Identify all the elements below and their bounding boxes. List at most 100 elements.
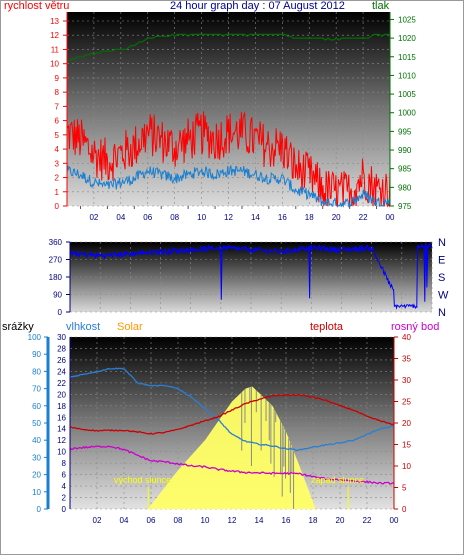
top-x-tick-label: 20 [332, 213, 341, 222]
humidity-tick-label: 6 [62, 471, 67, 480]
humidity-line [69, 367, 395, 451]
right-tick-label: 980 [398, 183, 412, 192]
bottom-x-tick-label: 18 [309, 516, 318, 525]
bottom-axes: 0246810121416182022242628300102030405060… [28, 333, 412, 525]
temp-tick-label: 40 [402, 333, 411, 342]
top-axes: 0123456789101112139759809859909951000100… [50, 12, 416, 222]
right-tick-label: 1020 [398, 34, 416, 43]
rain-tick-label: 20 [32, 471, 41, 480]
wind-speed-label: rychlost větru [4, 0, 69, 12]
graph-title: 24 hour graph day : 07 August 2012 [170, 0, 345, 12]
temp-tick-label: 30 [402, 376, 411, 385]
left-tick-label: 5 [55, 131, 60, 140]
right-tick-label: 1005 [398, 90, 416, 99]
humidity-tick-label: 18 [57, 402, 66, 411]
compass-label: W [438, 290, 449, 302]
temperature-label: teplota [310, 321, 344, 333]
humidity-tick-label: 26 [57, 356, 66, 365]
middle-left-tick-label: 90 [53, 291, 62, 300]
right-tick-label: 1025 [398, 15, 416, 24]
compass-label: N [438, 307, 446, 319]
top-x-tick-label: 18 [305, 213, 314, 222]
top-x-tick-label: 12 [224, 213, 233, 222]
dew-point-line [69, 445, 395, 485]
rain-tick-label: 40 [32, 436, 41, 445]
right-tick-label: 995 [398, 127, 412, 136]
left-tick-label: 9 [55, 74, 60, 83]
bottom-x-tick-label: 22 [363, 516, 372, 525]
top-x-tick-label: 22 [359, 213, 368, 222]
rain-tick-label: 100 [28, 333, 42, 342]
bottom-x-tick-label: 06 [147, 516, 156, 525]
rain-tick-label: 80 [32, 367, 41, 376]
left-tick-label: 6 [55, 117, 60, 126]
temp-tick-label: 5 [402, 484, 407, 493]
compass-label: N [438, 237, 446, 249]
bottom-x-tick-label: 04 [120, 516, 129, 525]
humidity-tick-label: 8 [62, 459, 67, 468]
humidity-tick-label: 30 [57, 333, 66, 342]
humidity-tick-label: 2 [62, 494, 67, 503]
top-x-tick-label: 08 [170, 213, 179, 222]
humidity-tick-label: 16 [57, 413, 66, 422]
humidity-tick-label: 20 [57, 390, 66, 399]
temperature-line [69, 393, 395, 435]
rain-tick-label: 90 [32, 350, 41, 359]
rain-label: srážky [2, 321, 34, 333]
temp-tick-label: 0 [402, 505, 407, 514]
top-series [66, 33, 391, 208]
left-tick-label: 7 [55, 102, 60, 111]
pressure-label: tlak [372, 0, 390, 12]
right-tick-label: 1015 [398, 53, 416, 62]
wind-average-line [66, 165, 391, 208]
rain-tick-label: 10 [32, 488, 41, 497]
left-tick-label: 1 [55, 188, 60, 197]
humidity-tick-label: 0 [62, 505, 67, 514]
humidity-tick-label: 14 [57, 425, 66, 434]
middle-left-tick-label: 270 [49, 256, 63, 265]
temp-tick-label: 15 [402, 441, 411, 450]
bottom-x-tick-label: 12 [228, 516, 237, 525]
solar-label: Solar [117, 321, 143, 333]
bottom-series [69, 367, 395, 509]
compass-label: E [438, 255, 445, 267]
bottom-x-tick-label: 08 [174, 516, 183, 525]
right-tick-label: 975 [398, 202, 412, 211]
top-x-tick-label: 10 [197, 213, 206, 222]
bottom-x-tick-label: 02 [93, 516, 102, 525]
top-x-tick-label: 00 [386, 213, 395, 222]
compass-label: S [438, 272, 445, 284]
rain-tick-label: 30 [32, 453, 41, 462]
rain-tick-label: 50 [32, 419, 41, 428]
right-tick-label: 985 [398, 165, 412, 174]
temp-tick-label: 10 [402, 462, 411, 471]
left-tick-label: 12 [50, 31, 59, 40]
rain-tick-label: 0 [37, 505, 42, 514]
right-tick-label: 1000 [398, 109, 416, 118]
temp-tick-label: 25 [402, 398, 411, 407]
rain-tick-label: 60 [32, 402, 41, 411]
left-tick-label: 8 [55, 88, 60, 97]
wind-gust-line [66, 111, 391, 208]
top-x-tick-label: 14 [251, 213, 260, 222]
middle-left-tick-label: 180 [49, 273, 63, 282]
bottom-x-tick-label: 20 [336, 516, 345, 525]
left-tick-label: 11 [51, 45, 60, 54]
left-tick-label: 0 [55, 202, 60, 211]
humidity-tick-label: 12 [57, 436, 66, 445]
temp-tick-label: 35 [402, 355, 411, 364]
bottom-x-tick-label: 16 [282, 516, 291, 525]
temp-tick-label: 20 [402, 419, 411, 428]
dew-point-label: rosný bod [391, 321, 439, 333]
humidity-tick-label: 22 [57, 379, 66, 388]
sunset-label: západ slunce [311, 475, 364, 485]
left-tick-label: 10 [50, 60, 59, 69]
humidity-tick-label: 10 [57, 448, 66, 457]
left-tick-label: 4 [55, 145, 60, 154]
wind-direction-line [69, 241, 433, 310]
rain-tick-label: 70 [32, 385, 41, 394]
bottom-x-tick-label: 10 [201, 516, 210, 525]
humidity-tick-label: 24 [57, 367, 66, 376]
